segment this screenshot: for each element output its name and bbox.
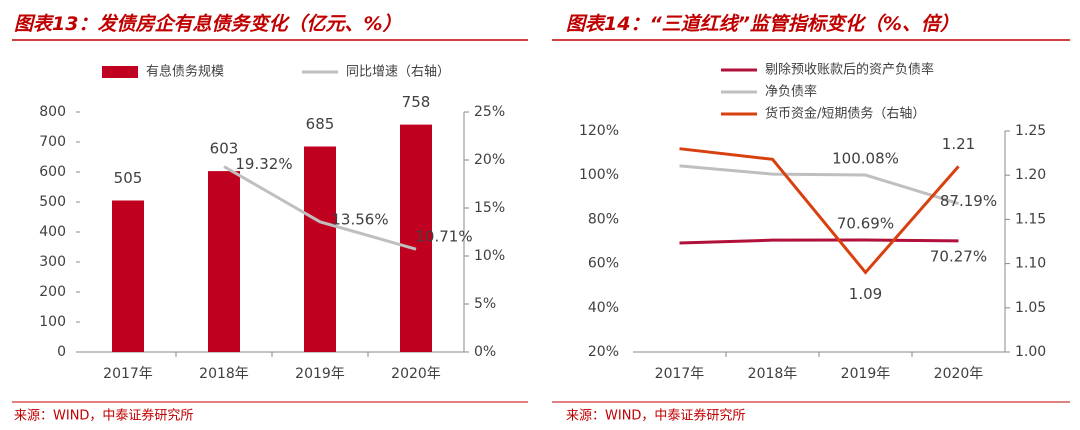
legend-label: 有息债务规模 — [146, 64, 224, 80]
y-tick-label: 60% — [588, 256, 619, 272]
y-tick-label: 80% — [588, 211, 619, 227]
legend-label: 净负债率 — [765, 84, 817, 100]
data-label: 19.32% — [235, 155, 292, 173]
line — [679, 147, 960, 275]
y-tick-label: 0 — [57, 344, 66, 360]
y-tick-label: 800 — [39, 104, 66, 120]
data-label: 1.21 — [942, 135, 975, 153]
x-tick-label: 2017年 — [103, 366, 153, 382]
data-label: 100.08% — [832, 150, 899, 168]
x-tick-label: 2019年 — [841, 366, 891, 382]
legend-swatch — [102, 66, 138, 78]
line — [679, 238, 959, 245]
y2-tick-label: 1.15 — [1015, 211, 1046, 227]
legend-label: 同比增速（右轴） — [346, 65, 450, 80]
data-label: 70.27% — [930, 247, 987, 265]
bar — [304, 146, 336, 352]
y-tick-label: 300 — [39, 254, 66, 270]
source: 来源：WIND，中泰证券研究所 — [14, 408, 193, 424]
data-label: 603 — [210, 140, 239, 158]
y-tick-label: 200 — [39, 284, 66, 300]
y2-tick-label: 20% — [474, 152, 505, 168]
data-label: 685 — [306, 115, 335, 133]
y-tick-label: 100% — [579, 167, 619, 183]
legend-label: 剔除预收账款后的资产负债率 — [765, 62, 934, 78]
legend-label: 货币资金/短期债务（右轴） — [765, 106, 925, 122]
data-label: 70.69% — [837, 214, 894, 232]
x-tick-label: 2019年 — [295, 366, 345, 382]
line — [223, 165, 417, 251]
y2-tick-label: 1.05 — [1015, 300, 1046, 316]
chart-title: 图表14：“三道红线”监管指标变化（%、倍） — [566, 13, 959, 35]
data-label: 87.19% — [940, 192, 997, 210]
source: 来源：WIND，中泰证券研究所 — [566, 408, 745, 424]
x-tick-label: 2017年 — [655, 366, 705, 382]
y2-tick-label: 25% — [474, 104, 505, 120]
y2-tick-label: 1.20 — [1015, 167, 1046, 183]
data-label: 758 — [402, 93, 431, 111]
bar — [400, 124, 432, 352]
line — [679, 164, 959, 205]
y2-tick-label: 0% — [474, 344, 496, 360]
y-tick-label: 120% — [579, 123, 619, 139]
data-label: 10.71% — [415, 228, 472, 246]
data-label: 13.56% — [331, 210, 388, 228]
y2-tick-label: 10% — [474, 248, 505, 264]
y2-tick-label: 1.00 — [1015, 344, 1046, 360]
y2-tick-label: 1.25 — [1015, 123, 1046, 139]
bar — [208, 171, 240, 352]
y-tick-label: 40% — [588, 300, 619, 316]
data-label: 1.09 — [849, 285, 882, 303]
x-tick-label: 2018年 — [199, 366, 249, 382]
y2-tick-label: 5% — [474, 296, 496, 312]
y-tick-label: 100 — [39, 314, 66, 330]
chart-title: 图表13：发债房企有息债务变化（亿元、%） — [14, 13, 401, 35]
y-tick-label: 20% — [588, 344, 619, 360]
y2-tick-label: 1.10 — [1015, 256, 1046, 272]
y-tick-label: 500 — [39, 194, 66, 210]
x-tick-label: 2018年 — [748, 366, 798, 382]
y2-tick-label: 15% — [474, 200, 505, 216]
y-tick-label: 700 — [39, 134, 66, 150]
x-tick-label: 2020年 — [391, 366, 441, 382]
bar — [112, 200, 144, 352]
data-label: 505 — [114, 169, 143, 187]
y-tick-label: 400 — [39, 224, 66, 240]
y-tick-label: 600 — [39, 164, 66, 180]
x-tick-label: 2020年 — [934, 366, 984, 382]
